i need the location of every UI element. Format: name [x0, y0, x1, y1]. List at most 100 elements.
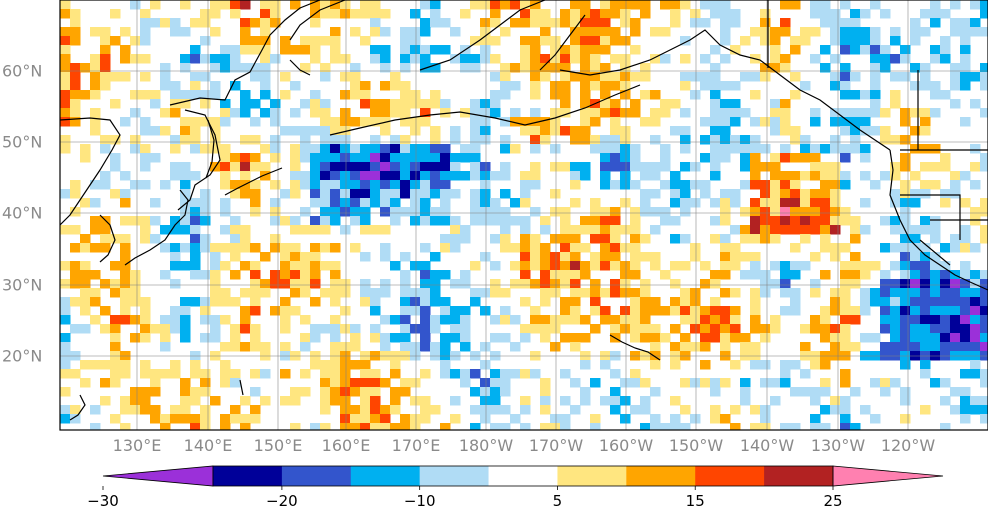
- anomaly-cell: [500, 207, 511, 217]
- anomaly-cell: [140, 306, 151, 316]
- anomaly-cell: [560, 162, 571, 172]
- anomaly-cell: [980, 207, 988, 217]
- anomaly-cell: [470, 216, 481, 226]
- anomaly-cell: [950, 189, 961, 199]
- anomaly-cell: [570, 279, 581, 289]
- anomaly-cell: [520, 405, 531, 415]
- anomaly-cell: [400, 171, 411, 181]
- anomaly-cell: [940, 198, 951, 208]
- anomaly-cell: [710, 270, 721, 280]
- anomaly-cell: [960, 72, 971, 82]
- anomaly-cell: [720, 27, 731, 37]
- anomaly-cell: [350, 81, 361, 91]
- anomaly-cell: [590, 423, 601, 430]
- anomaly-cell: [770, 396, 781, 406]
- anomaly-cell: [240, 342, 251, 352]
- anomaly-cell: [810, 162, 821, 172]
- anomaly-cell: [250, 270, 261, 280]
- anomaly-cell: [480, 108, 491, 118]
- anomaly-cell: [140, 18, 151, 28]
- anomaly-cell: [500, 63, 511, 73]
- anomaly-cell: [340, 0, 351, 10]
- anomaly-cell: [790, 171, 801, 181]
- anomaly-cell: [210, 396, 221, 406]
- anomaly-cell: [520, 63, 531, 73]
- anomaly-cell: [630, 216, 641, 226]
- anomaly-cell: [320, 207, 331, 217]
- anomaly-cell: [960, 405, 971, 415]
- anomaly-cell: [620, 396, 631, 406]
- anomaly-cell: [400, 279, 411, 289]
- anomaly-cell: [260, 144, 271, 154]
- anomaly-cell: [660, 27, 671, 37]
- anomaly-cell: [310, 324, 321, 334]
- bering-coastline: [289, 14, 586, 76]
- anomaly-cell: [820, 189, 831, 199]
- anomaly-cell: [820, 405, 831, 415]
- anomaly-cell: [830, 396, 841, 406]
- anomaly-cell: [590, 144, 601, 154]
- anomaly-cell: [310, 189, 321, 199]
- anomaly-cell: [980, 153, 988, 163]
- anomaly-cell: [90, 360, 101, 370]
- anomaly-cell: [770, 45, 781, 55]
- anomaly-cell: [350, 405, 361, 415]
- anomaly-cell: [540, 126, 551, 136]
- anomaly-cell: [830, 324, 841, 334]
- anomaly-cell: [750, 423, 761, 430]
- anomaly-cell: [500, 225, 511, 235]
- anomaly-cell: [260, 9, 271, 19]
- colorbar-segment: [695, 466, 765, 486]
- anomaly-cell: [640, 90, 651, 100]
- anomaly-cell: [180, 387, 191, 397]
- anomaly-cell: [920, 9, 931, 19]
- okhotsk-coastline: [177, 109, 221, 211]
- anomaly-cell: [140, 153, 151, 163]
- anomaly-cell: [580, 360, 591, 370]
- anomaly-cell: [900, 216, 911, 226]
- anomaly-cell: [100, 81, 111, 91]
- anomaly-cell: [580, 81, 591, 91]
- anomaly-cell: [780, 18, 791, 28]
- anomaly-cell: [550, 81, 561, 91]
- anomaly-cell: [580, 27, 591, 37]
- anomaly-cell: [910, 306, 921, 316]
- colorbar-tick-label: −10: [403, 492, 436, 510]
- anomaly-cell: [360, 162, 371, 172]
- anomaly-cell: [620, 261, 631, 271]
- anomaly-cell: [760, 189, 771, 199]
- anomaly-cell: [760, 333, 771, 343]
- anomaly-cell: [840, 72, 851, 82]
- anomaly-cell: [910, 36, 921, 46]
- anomaly-cell: [900, 297, 911, 307]
- anomaly-cell: [490, 9, 501, 19]
- anomaly-cell: [460, 315, 471, 325]
- anomaly-cell: [560, 81, 571, 91]
- anomaly-cell: [310, 270, 321, 280]
- anomaly-cell: [560, 306, 571, 316]
- anomaly-cell: [720, 198, 731, 208]
- anomaly-cell: [440, 369, 451, 379]
- anomaly-cell: [860, 9, 871, 19]
- anomaly-cell: [790, 225, 801, 235]
- colorbar-segment: [213, 466, 283, 486]
- anomaly-cell: [790, 423, 801, 430]
- anomaly-cell: [740, 270, 751, 280]
- anomaly-cell: [920, 180, 931, 190]
- anomaly-cell: [830, 162, 841, 172]
- anomaly-cell: [710, 108, 721, 118]
- anomaly-cell: [820, 144, 831, 154]
- anomaly-cell: [610, 0, 621, 10]
- anomaly-cell: [660, 306, 671, 316]
- anomaly-cell: [410, 396, 421, 406]
- anomaly-cell: [250, 387, 261, 397]
- colorbar-tick-label: −20: [266, 492, 298, 510]
- anomaly-cell: [840, 126, 851, 136]
- anomaly-cell: [670, 279, 681, 289]
- anomaly-cell: [260, 54, 271, 64]
- anomaly-cell: [120, 171, 131, 181]
- anomaly-cell: [330, 117, 341, 127]
- anomaly-cells: [60, 0, 988, 430]
- anomaly-cell: [460, 279, 471, 289]
- anomaly-cell: [640, 324, 651, 334]
